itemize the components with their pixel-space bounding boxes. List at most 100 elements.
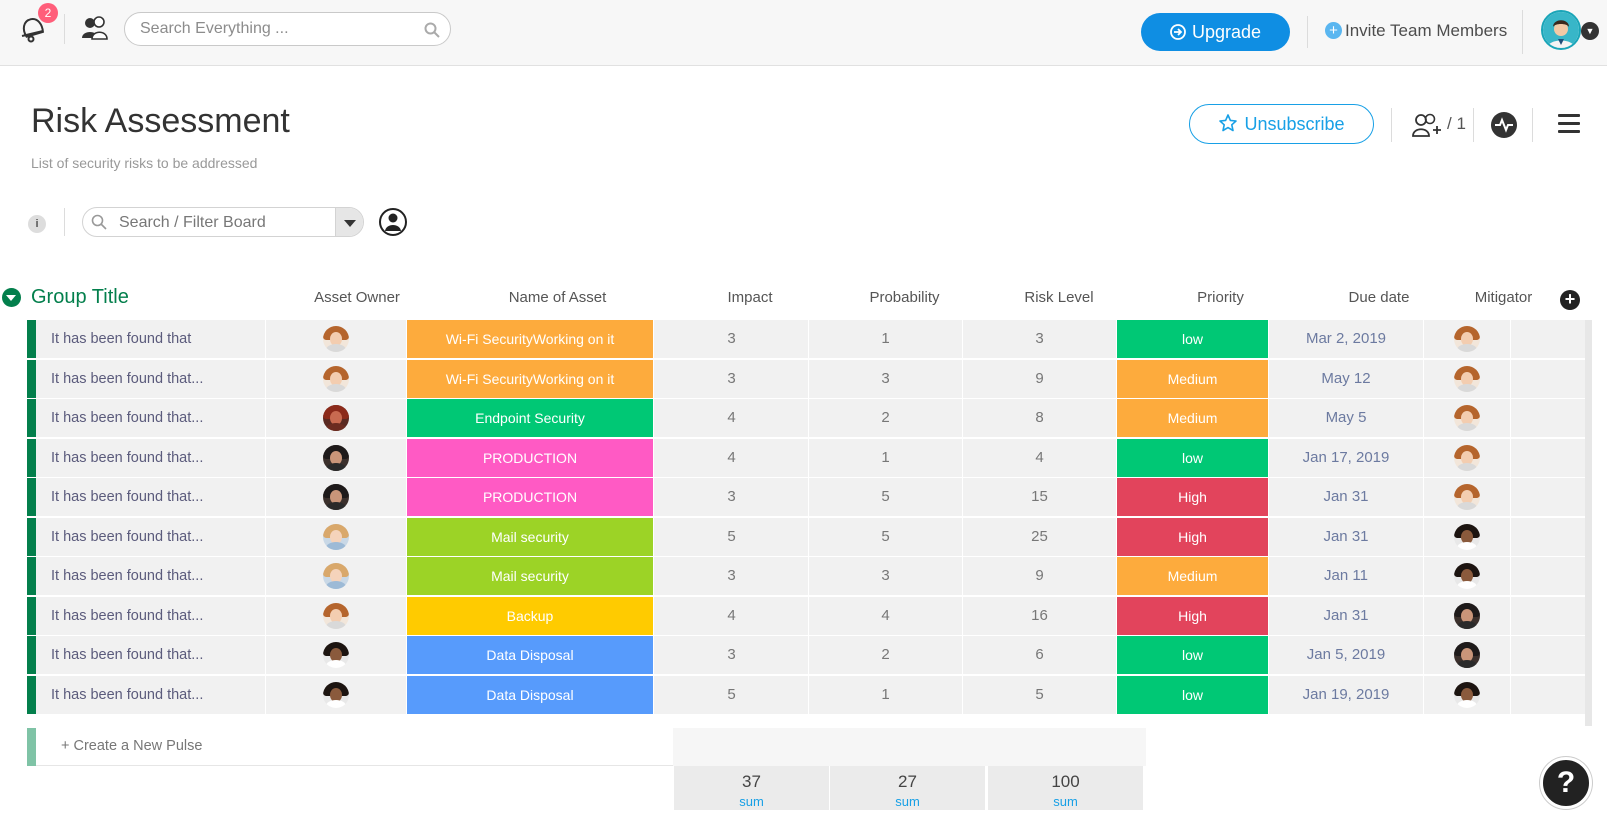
- mitigator-avatar[interactable]: [1454, 562, 1480, 589]
- due-date-cell[interactable]: Jan 31: [1269, 478, 1424, 516]
- column-header-name-of-asset[interactable]: Name of Asset: [508, 289, 607, 306]
- due-date-cell[interactable]: Jan 31: [1269, 518, 1424, 556]
- probability-cell[interactable]: 5: [809, 478, 963, 516]
- asset-owner-cell[interactable]: [266, 518, 407, 556]
- impact-cell[interactable]: 3: [655, 557, 809, 595]
- help-button[interactable]: ?: [1540, 757, 1592, 809]
- mitigator-cell[interactable]: [1424, 360, 1511, 398]
- mitigator-cell[interactable]: [1424, 320, 1511, 358]
- table-row[interactable]: It has been found that Wi-Fi SecurityWork…: [27, 320, 1592, 358]
- info-icon[interactable]: i: [28, 215, 46, 233]
- upgrade-button[interactable]: Upgrade: [1141, 13, 1290, 51]
- mitigator-cell[interactable]: [1424, 399, 1511, 437]
- people-icon[interactable]: [80, 14, 110, 42]
- table-row[interactable]: It has been found that... PRODUCTION 4 1 4 lo…: [27, 439, 1592, 477]
- board-title[interactable]: Risk Assessment: [31, 102, 290, 140]
- asset-name-label[interactable]: Mail security: [407, 557, 654, 595]
- mitigator-cell[interactable]: [1424, 676, 1511, 714]
- mitigator-cell[interactable]: [1424, 557, 1511, 595]
- mitigator-cell[interactable]: [1424, 597, 1511, 635]
- column-header-risk-level[interactable]: Risk Level: [1024, 289, 1094, 306]
- unsubscribe-button[interactable]: Unsubscribe: [1189, 104, 1374, 144]
- pulse-name[interactable]: It has been found that...: [27, 676, 266, 714]
- asset-name-label[interactable]: Wi-Fi SecurityWorking on it: [407, 320, 654, 358]
- probability-cell[interactable]: 5: [809, 518, 963, 556]
- probability-cell[interactable]: 4: [809, 597, 963, 635]
- column-header-due-date[interactable]: Due date: [1348, 289, 1410, 306]
- pulse-name[interactable]: It has been found that...: [27, 439, 266, 477]
- asset-owner-cell[interactable]: [266, 320, 407, 358]
- priority-label[interactable]: low: [1117, 636, 1269, 674]
- owner-avatar[interactable]: [323, 602, 349, 629]
- mitigator-avatar[interactable]: [1454, 602, 1480, 629]
- table-row[interactable]: It has been found that... Data Disposal 3 2…: [27, 636, 1592, 674]
- global-search-input[interactable]: [138, 19, 408, 39]
- table-row[interactable]: It has been found that... Endpoint Securi…: [27, 399, 1592, 437]
- priority-label[interactable]: Medium: [1117, 399, 1269, 437]
- due-date-cell[interactable]: Jan 17, 2019: [1269, 439, 1424, 477]
- pulse-name[interactable]: It has been found that...: [27, 557, 266, 595]
- mitigator-avatar[interactable]: [1454, 641, 1480, 668]
- column-header-probability[interactable]: Probability: [869, 289, 940, 306]
- due-date-cell[interactable]: Jan 11: [1269, 557, 1424, 595]
- table-row[interactable]: It has been found that... Mail security 5 5…: [27, 518, 1592, 556]
- board-description[interactable]: List of security risks to be addressed: [31, 155, 258, 171]
- asset-name-label[interactable]: PRODUCTION: [407, 439, 654, 477]
- impact-cell[interactable]: 5: [655, 676, 809, 714]
- owner-avatar[interactable]: [323, 523, 349, 550]
- collapse-group-icon[interactable]: [2, 288, 21, 307]
- asset-owner-cell[interactable]: [266, 636, 407, 674]
- risk-level-cell[interactable]: 25: [963, 518, 1117, 556]
- asset-name-label[interactable]: Data Disposal: [407, 636, 654, 674]
- impact-cell[interactable]: 3: [655, 636, 809, 674]
- mitigator-avatar[interactable]: [1454, 325, 1480, 352]
- mitigator-avatar[interactable]: [1454, 404, 1480, 431]
- risk-level-cell[interactable]: 9: [963, 360, 1117, 398]
- column-header-impact[interactable]: Impact: [727, 289, 773, 306]
- asset-name-label[interactable]: Mail security: [407, 518, 654, 556]
- priority-label[interactable]: Medium: [1117, 360, 1269, 398]
- due-date-cell[interactable]: Jan 5, 2019: [1269, 636, 1424, 674]
- mitigator-avatar[interactable]: [1454, 444, 1480, 471]
- risk-level-cell[interactable]: 9: [963, 557, 1117, 595]
- column-header-asset-owner[interactable]: Asset Owner: [314, 289, 400, 306]
- asset-owner-cell[interactable]: [266, 676, 407, 714]
- chevron-down-icon[interactable]: ▼: [1581, 22, 1599, 40]
- risk-level-cell[interactable]: 16: [963, 597, 1117, 635]
- impact-cell[interactable]: 3: [655, 320, 809, 358]
- column-header-mitigator[interactable]: Mitigator: [1474, 289, 1533, 306]
- pulse-name[interactable]: It has been found that...: [27, 636, 266, 674]
- mitigator-cell[interactable]: [1424, 439, 1511, 477]
- due-date-cell[interactable]: May 12: [1269, 360, 1424, 398]
- probability-cell[interactable]: 1: [809, 676, 963, 714]
- priority-label[interactable]: low: [1117, 320, 1269, 358]
- priority-label[interactable]: High: [1117, 478, 1269, 516]
- mitigator-cell[interactable]: [1424, 518, 1511, 556]
- risk-level-cell[interactable]: 6: [963, 636, 1117, 674]
- group-title[interactable]: Group Title: [31, 286, 129, 308]
- owner-avatar[interactable]: [323, 365, 349, 392]
- priority-label[interactable]: Medium: [1117, 557, 1269, 595]
- asset-name-label[interactable]: Endpoint Security: [407, 399, 654, 437]
- probability-cell[interactable]: 3: [809, 557, 963, 595]
- pulse-name[interactable]: It has been found that...: [27, 597, 266, 635]
- bell-icon[interactable]: [18, 12, 48, 44]
- asset-owner-cell[interactable]: [266, 360, 407, 398]
- asset-owner-cell[interactable]: [266, 557, 407, 595]
- pulse-name[interactable]: It has been found that...: [27, 399, 266, 437]
- due-date-cell[interactable]: Jan 31: [1269, 597, 1424, 635]
- create-new-pulse[interactable]: + Create a New Pulse: [27, 728, 687, 766]
- add-column-icon[interactable]: +: [1560, 290, 1580, 310]
- user-avatar[interactable]: [1541, 10, 1581, 50]
- owner-avatar[interactable]: [323, 681, 349, 708]
- mitigator-avatar[interactable]: [1454, 365, 1480, 392]
- probability-cell[interactable]: 2: [809, 636, 963, 674]
- invite-team-members[interactable]: + Invite Team Members: [1325, 19, 1507, 43]
- board-filter[interactable]: [82, 207, 364, 237]
- table-row[interactable]: It has been found that... Wi-Fi SecurityW…: [27, 360, 1592, 398]
- table-row[interactable]: It has been found that... Mail security 3 3…: [27, 557, 1592, 595]
- pulse-name[interactable]: It has been found that...: [27, 478, 266, 516]
- global-search[interactable]: [124, 12, 451, 46]
- asset-name-label[interactable]: Backup: [407, 597, 654, 635]
- probability-cell[interactable]: 2: [809, 399, 963, 437]
